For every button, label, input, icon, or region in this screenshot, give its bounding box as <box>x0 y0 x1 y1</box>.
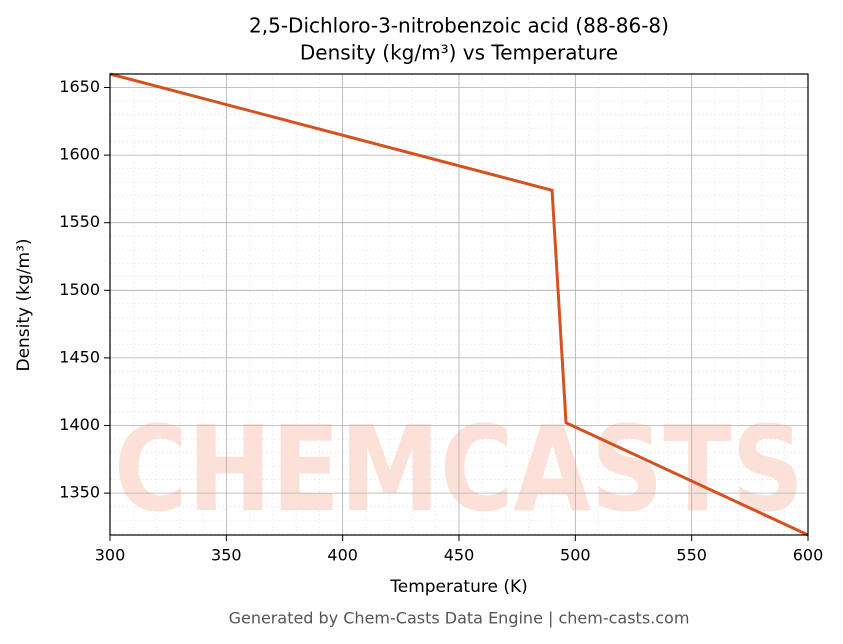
x-tick-label: 600 <box>793 546 824 565</box>
data-line <box>109 72 809 537</box>
footer: Generated by Chem-Casts Data Engine | ch… <box>229 609 690 628</box>
y-tick-label: 1650 <box>59 77 100 96</box>
x-tick-label: 450 <box>444 546 475 565</box>
x-tick-label: 300 <box>95 546 126 565</box>
y-tick-label: 1450 <box>59 347 100 366</box>
y-tick-label: 1500 <box>59 280 100 299</box>
chart-subtitle: Density (kg/m³) vs Temperature <box>300 41 618 65</box>
y-tick-label: 1550 <box>59 212 100 231</box>
y-tick-label: 1400 <box>59 415 100 434</box>
x-tick-label: 350 <box>211 546 242 565</box>
chart-title: 2,5-Dichloro-3-nitrobenzoic acid (88-86-… <box>249 14 669 38</box>
x-tick-label: 500 <box>560 546 591 565</box>
x-axis-label: Temperature (K) <box>389 577 528 597</box>
y-axis-label: Density (kg/m³) <box>14 238 34 371</box>
x-tick-label: 550 <box>676 546 707 565</box>
y-tick-label: 1350 <box>59 483 100 502</box>
plot-frame <box>109 73 809 536</box>
x-tick-label: 400 <box>327 546 358 565</box>
y-tick-label: 1600 <box>59 145 100 164</box>
